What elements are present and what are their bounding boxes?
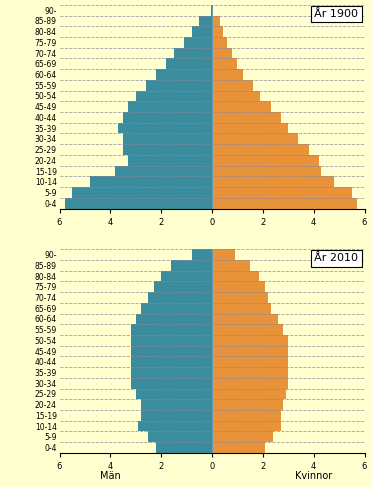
Bar xyxy=(199,16,212,26)
Bar xyxy=(174,48,212,58)
Bar xyxy=(65,198,212,208)
Bar xyxy=(146,80,212,91)
Bar xyxy=(212,133,298,144)
Bar xyxy=(166,58,212,69)
Bar xyxy=(138,421,212,431)
Bar xyxy=(148,431,212,442)
Bar xyxy=(212,260,250,271)
Bar xyxy=(212,176,334,187)
Bar xyxy=(212,166,321,176)
Bar xyxy=(161,271,212,281)
Bar xyxy=(184,37,212,48)
Text: År 2010: År 2010 xyxy=(314,253,359,263)
Bar xyxy=(212,187,352,198)
Bar xyxy=(212,249,235,260)
Text: Män: Män xyxy=(100,471,121,481)
Bar xyxy=(212,421,281,431)
Bar xyxy=(212,303,270,314)
Bar xyxy=(212,101,270,112)
Bar xyxy=(212,123,288,133)
Bar xyxy=(212,271,259,281)
Bar xyxy=(212,431,273,442)
Bar xyxy=(212,69,243,80)
Bar xyxy=(136,91,212,101)
Bar xyxy=(212,356,288,367)
Bar xyxy=(212,58,237,69)
Bar xyxy=(171,260,212,271)
Text: Kvinnor: Kvinnor xyxy=(295,471,332,481)
Bar xyxy=(131,367,212,378)
Bar xyxy=(148,292,212,303)
Bar xyxy=(136,389,212,399)
Bar xyxy=(90,176,212,187)
Bar xyxy=(141,410,212,421)
Bar xyxy=(212,16,220,26)
Bar xyxy=(136,314,212,324)
Bar xyxy=(131,378,212,389)
Bar xyxy=(212,367,288,378)
Bar xyxy=(123,144,212,155)
Bar xyxy=(212,48,232,58)
Bar xyxy=(192,249,212,260)
Bar xyxy=(118,123,212,133)
Bar xyxy=(131,346,212,356)
Bar xyxy=(192,26,212,37)
Bar xyxy=(212,346,288,356)
Bar xyxy=(212,292,268,303)
Bar xyxy=(212,144,309,155)
Bar xyxy=(212,91,260,101)
Bar xyxy=(123,133,212,144)
Bar xyxy=(211,5,212,16)
Bar xyxy=(115,166,212,176)
Bar xyxy=(212,410,281,421)
Bar xyxy=(212,37,227,48)
Bar xyxy=(212,155,319,166)
Bar xyxy=(212,378,288,389)
Bar xyxy=(212,198,357,208)
Bar xyxy=(141,399,212,410)
Bar xyxy=(212,335,288,346)
Bar xyxy=(212,112,281,123)
Bar xyxy=(212,80,253,91)
Bar xyxy=(128,155,212,166)
Bar xyxy=(156,442,212,453)
Bar xyxy=(141,303,212,314)
Bar xyxy=(156,69,212,80)
Bar xyxy=(131,324,212,335)
Bar xyxy=(131,335,212,346)
Bar xyxy=(154,281,212,292)
Bar xyxy=(212,26,224,37)
Bar xyxy=(123,112,212,123)
Bar xyxy=(212,442,266,453)
Bar xyxy=(212,399,283,410)
Bar xyxy=(131,356,212,367)
Bar xyxy=(72,187,212,198)
Text: År 1900: År 1900 xyxy=(314,9,359,19)
Bar xyxy=(212,281,266,292)
Bar xyxy=(212,324,283,335)
Bar xyxy=(212,389,286,399)
Bar xyxy=(212,5,213,16)
Bar xyxy=(128,101,212,112)
Bar xyxy=(212,314,278,324)
